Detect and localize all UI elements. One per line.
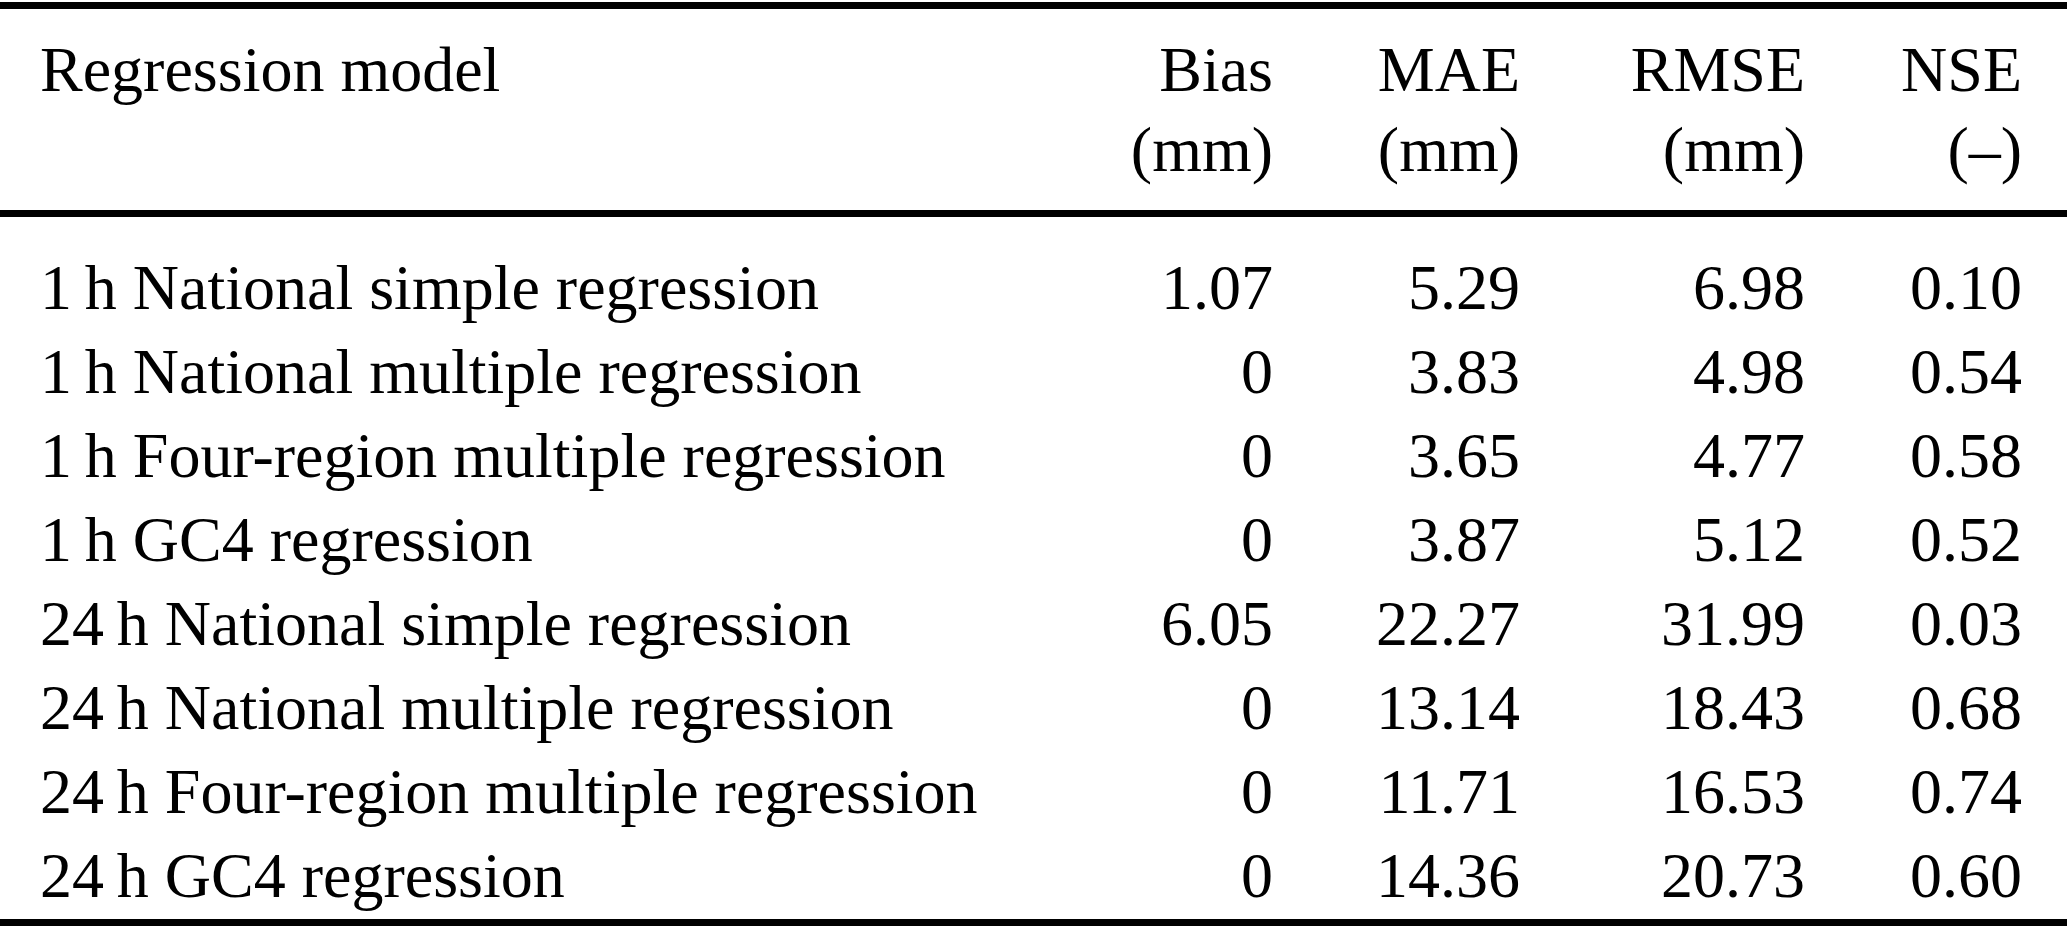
header-cell-rmse: RMSE (mm) xyxy=(1520,30,1805,190)
table-row: 1 h National multiple regression 0 3.83 … xyxy=(0,330,2067,414)
header-unit-nse: (–) xyxy=(1805,110,2022,190)
cell-mae: 22.27 xyxy=(1273,582,1520,666)
cell-bias: 0 xyxy=(1040,414,1273,498)
cell-bias: 0 xyxy=(1040,498,1273,582)
cell-rmse: 31.99 xyxy=(1520,582,1805,666)
cell-model: 1 h National multiple regression xyxy=(40,330,1040,414)
table-row: 1 h GC4 regression 0 3.87 5.12 0.52 xyxy=(0,498,2067,582)
cell-model: 1 h National simple regression xyxy=(40,246,1040,330)
cell-mae: 11.71 xyxy=(1273,750,1520,834)
header-label-bias: Bias xyxy=(1040,30,1273,110)
cell-model: 1 h GC4 regression xyxy=(40,498,1040,582)
table-row: 24 h National simple regression 6.05 22.… xyxy=(0,582,2067,666)
cell-bias: 0 xyxy=(1040,666,1273,750)
header-cell-nse: NSE (–) xyxy=(1805,30,2022,190)
cell-mae: 3.83 xyxy=(1273,330,1520,414)
cell-nse: 0.60 xyxy=(1805,834,2022,918)
cell-nse: 0.68 xyxy=(1805,666,2022,750)
cell-nse: 0.58 xyxy=(1805,414,2022,498)
header-label-mae: MAE xyxy=(1273,30,1520,110)
table-row: 24 h Four-region multiple regression 0 1… xyxy=(0,750,2067,834)
cell-bias: 1.07 xyxy=(1040,246,1273,330)
header-cell-bias: Bias (mm) xyxy=(1040,30,1273,190)
cell-mae: 3.65 xyxy=(1273,414,1520,498)
header-cell-model: Regression model xyxy=(40,30,1040,190)
cell-rmse: 16.53 xyxy=(1520,750,1805,834)
table-header-rule xyxy=(0,210,2067,217)
cell-mae: 13.14 xyxy=(1273,666,1520,750)
header-label-nse: NSE xyxy=(1805,30,2022,110)
header-label-rmse: RMSE xyxy=(1520,30,1805,110)
cell-model: 1 h Four-region multiple regression xyxy=(40,414,1040,498)
cell-bias: 0 xyxy=(1040,750,1273,834)
header-row: Regression model Bias (mm) MAE (mm) RMSE… xyxy=(0,30,2067,190)
table-bottom-rule xyxy=(0,919,2067,926)
table-body: 1 h National simple regression 1.07 5.29… xyxy=(0,224,2067,918)
cell-mae: 5.29 xyxy=(1273,246,1520,330)
cell-nse: 0.52 xyxy=(1805,498,2022,582)
header-label-model: Regression model xyxy=(40,30,1040,110)
header-unit-bias: (mm) xyxy=(1040,110,1273,190)
cell-nse: 0.54 xyxy=(1805,330,2022,414)
cell-rmse: 4.77 xyxy=(1520,414,1805,498)
cell-model: 24 h Four-region multiple regression xyxy=(40,750,1040,834)
table-row: 24 h National multiple regression 0 13.1… xyxy=(0,666,2067,750)
cell-model: 24 h GC4 regression xyxy=(40,834,1040,918)
table-row: 24 h GC4 regression 0 14.36 20.73 0.60 xyxy=(0,834,2067,918)
table-header: Regression model Bias (mm) MAE (mm) RMSE… xyxy=(0,30,2067,190)
paper-table-page: Regression model Bias (mm) MAE (mm) RMSE… xyxy=(0,0,2067,929)
cell-rmse: 6.98 xyxy=(1520,246,1805,330)
cell-nse: 0.74 xyxy=(1805,750,2022,834)
table-top-rule xyxy=(0,2,2067,9)
table-row: 1 h National simple regression 1.07 5.29… xyxy=(0,246,2067,330)
header-cell-mae: MAE (mm) xyxy=(1273,30,1520,190)
cell-nse: 0.10 xyxy=(1805,246,2022,330)
cell-model: 24 h National simple regression xyxy=(40,582,1040,666)
header-unit-mae: (mm) xyxy=(1273,110,1520,190)
cell-rmse: 4.98 xyxy=(1520,330,1805,414)
cell-mae: 14.36 xyxy=(1273,834,1520,918)
cell-rmse: 20.73 xyxy=(1520,834,1805,918)
cell-rmse: 18.43 xyxy=(1520,666,1805,750)
cell-bias: 0 xyxy=(1040,834,1273,918)
cell-bias: 0 xyxy=(1040,330,1273,414)
header-unit-rmse: (mm) xyxy=(1520,110,1805,190)
table-row: 1 h Four-region multiple regression 0 3.… xyxy=(0,414,2067,498)
cell-bias: 6.05 xyxy=(1040,582,1273,666)
cell-mae: 3.87 xyxy=(1273,498,1520,582)
cell-model: 24 h National multiple regression xyxy=(40,666,1040,750)
cell-rmse: 5.12 xyxy=(1520,498,1805,582)
cell-nse: 0.03 xyxy=(1805,582,2022,666)
